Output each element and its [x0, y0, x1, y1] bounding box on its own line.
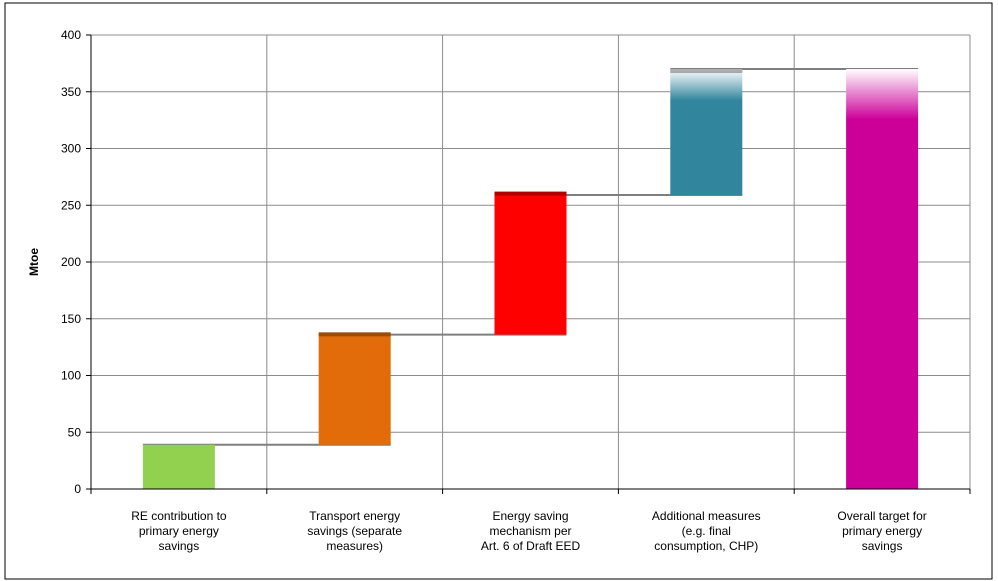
bar: [142, 444, 215, 489]
x-category-label: Energy saving: [492, 509, 568, 523]
x-category-label: savings: [862, 539, 903, 553]
x-category-label: savings: [159, 539, 200, 553]
x-category-label: Additional measures: [652, 509, 761, 523]
y-tick-label: 250: [61, 198, 81, 212]
bar: [494, 191, 567, 335]
x-category-label: RE contribution to: [131, 509, 227, 523]
y-tick-label: 100: [61, 369, 81, 383]
y-tick-labels: 0 50 100 150 200 250 300 350 400: [61, 28, 81, 496]
x-category-label: Art. 6 of Draft EED: [481, 539, 581, 553]
bar-top-edge: [670, 69, 743, 74]
x-category-label: primary energy: [842, 524, 922, 538]
x-category-label: savings (separate: [307, 524, 402, 538]
x-category-label: primary energy: [139, 524, 219, 538]
x-category-label: consumption, CHP): [654, 539, 758, 553]
y-axis-title: Mtoe: [27, 248, 41, 276]
bar-top-edge: [318, 332, 391, 337]
grid-lines: [91, 34, 971, 489]
y-tick-label: 150: [61, 312, 81, 326]
y-tick-label: 350: [61, 85, 81, 99]
x-category-label: Overall target for: [837, 509, 926, 523]
bar: [670, 69, 743, 196]
x-category-label: (e.g. final: [682, 524, 731, 538]
bar-top-edge: [494, 191, 567, 196]
y-tick-label: 200: [61, 255, 81, 269]
bar: [318, 332, 391, 445]
y-tick-label: 400: [61, 28, 81, 42]
x-category-label: measures): [326, 539, 383, 553]
x-category-label: mechanism per: [489, 524, 571, 538]
axes: [86, 34, 971, 494]
y-tick-label: 0: [74, 482, 81, 496]
y-tick-label: 50: [68, 425, 82, 439]
bars: [142, 69, 919, 490]
x-category-label: Transport energy: [309, 509, 400, 523]
bar: [846, 69, 919, 490]
y-tick-label: 300: [61, 142, 81, 156]
